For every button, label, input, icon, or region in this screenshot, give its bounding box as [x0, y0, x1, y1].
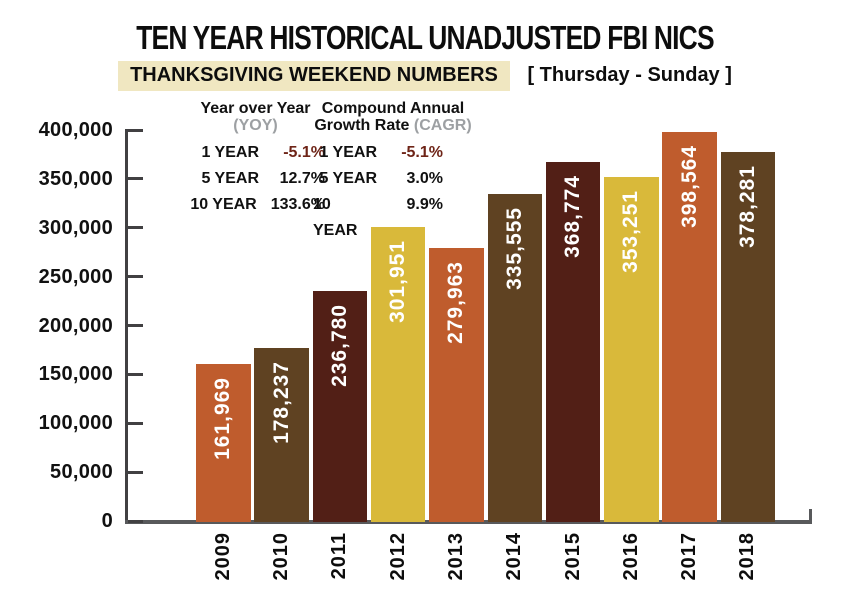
stat-row: 10 YEAR 9.9%	[313, 192, 443, 244]
bar-2012: 301,951	[370, 226, 426, 522]
x-label-text: 2011	[328, 532, 351, 580]
stat-row: 10 YEAR 133.6%	[178, 192, 325, 218]
stats-yoy-title: Year over Year (YOY)	[178, 100, 333, 134]
stats-cagr-rows: 1 YEAR -5.1% 5 YEAR 3.0% 10 YEAR 9.9%	[313, 140, 473, 244]
stats-cagr-title: Compound Annual Growth Rate (CAGR)	[313, 100, 473, 134]
x-label-2011: 2011	[313, 532, 368, 579]
bar-value-label: 353,251	[619, 189, 643, 273]
subtitle: THANKSGIVING WEEKEND NUMBERS [ Thursday …	[0, 61, 850, 91]
stat-row: 1 YEAR -5.1%	[313, 140, 443, 166]
x-label-2017: 2017	[662, 532, 717, 581]
stats-cagr-title-line1: Compound Annual	[321, 100, 465, 117]
y-tick	[128, 226, 143, 230]
y-tick-label: 400,000	[38, 119, 113, 141]
x-label-text: 2012	[386, 532, 409, 581]
stat-label: 5 YEAR	[319, 170, 377, 187]
stat-label: 5 YEAR	[201, 170, 259, 187]
y-tick	[128, 470, 143, 474]
chart-title: TEN YEAR HISTORICAL UNADJUSTED FBI NICS	[136, 19, 714, 56]
stat-label: 10 YEAR	[190, 196, 257, 213]
x-label-text: 2014	[503, 532, 526, 581]
bar-value-label: 368,774	[561, 174, 585, 258]
stat-row: 5 YEAR 12.7%	[178, 166, 325, 192]
y-tick-label: 300,000	[38, 216, 113, 239]
stats-cagr-abbr: (CAGR)	[413, 117, 472, 134]
x-label-2013: 2013	[429, 532, 484, 581]
y-tick	[128, 275, 143, 279]
y-tick-label: 0	[101, 510, 113, 532]
bar-value-label: 178,237	[269, 360, 293, 444]
stat-value: 133.6%	[270, 196, 325, 213]
bar-value-label: 279,963	[444, 261, 468, 345]
bar-2010: 178,237	[254, 347, 309, 522]
bar-value-label: 301,951	[386, 239, 410, 323]
x-label-text: 2010	[270, 532, 293, 581]
stat-label: 10 YEAR	[313, 196, 358, 239]
x-label-2015: 2015	[546, 532, 601, 581]
subtitle-date-range: [ Thursday - Sunday ]	[527, 64, 732, 86]
y-tick	[128, 372, 143, 376]
bar-2016: 353,251	[604, 176, 659, 522]
stat-label: 1 YEAR	[201, 144, 259, 161]
y-axis-line	[125, 129, 128, 524]
stat-row: 5 YEAR 3.0%	[313, 166, 443, 192]
y-tick-label: 50,000	[50, 461, 113, 484]
y-tick-label: 350,000	[38, 167, 113, 190]
stats-yoy-abbr: (YOY)	[233, 117, 278, 134]
stat-value: 9.9%	[406, 196, 443, 213]
stats-yoy-title-text: Year over Year	[200, 100, 311, 117]
y-tick	[128, 421, 143, 425]
bar-2009: 161,969	[196, 363, 251, 522]
bar-value-label: 378,281	[735, 165, 759, 249]
bar-2014: 335,555	[487, 193, 542, 522]
y-tick-label: 250,000	[38, 265, 113, 288]
bar-2013: 279,963	[429, 248, 484, 522]
x-label-2018: 2018	[721, 532, 776, 581]
stat-value: -5.1%	[283, 144, 325, 161]
y-tick-label: 150,000	[38, 363, 113, 386]
x-axis-end-tick	[809, 509, 812, 521]
stats-yoy-block: Year over Year (YOY) 1 YEAR -5.1% 5 YEAR 12…	[178, 100, 333, 218]
bar-2018: 378,281	[720, 152, 776, 522]
stat-value: -5.1%	[401, 144, 443, 161]
bar-value-label: 335,555	[502, 206, 526, 290]
x-label-2009: 2009	[196, 532, 251, 581]
x-label-text: 2013	[444, 532, 467, 581]
stat-value: 12.7%	[279, 170, 325, 187]
stat-row: 1 YEAR -5.1%	[178, 140, 325, 166]
bar-value-label: 236,780	[327, 303, 351, 387]
bar-2011: 236,780	[312, 290, 368, 522]
bar-2015: 368,774	[545, 161, 601, 522]
y-tick-label: 100,000	[38, 412, 113, 435]
bar-2017: 398,564	[662, 132, 717, 522]
y-tick	[128, 128, 143, 132]
x-label-text: 2009	[211, 532, 234, 581]
x-label-text: 2015	[561, 532, 584, 581]
x-label-text: 2018	[736, 532, 759, 581]
subtitle-highlight: THANKSGIVING WEEKEND NUMBERS	[118, 61, 510, 91]
stat-label: 1 YEAR	[319, 144, 377, 161]
x-label-2014: 2014	[488, 532, 543, 581]
y-tick	[128, 324, 143, 327]
stats-yoy-rows: 1 YEAR -5.1% 5 YEAR 12.7% 10 YEAR 133.6%	[178, 140, 333, 218]
bar-value-label: 398,564	[677, 145, 701, 229]
x-label-2012: 2012	[371, 532, 426, 581]
stats-cagr-block: Compound Annual Growth Rate (CAGR) 1 YEA…	[313, 100, 473, 244]
x-label-text: 2016	[619, 532, 642, 581]
stats-cagr-title-line2: Growth Rate	[314, 117, 410, 134]
x-axis-line	[125, 520, 812, 524]
bar-value-label: 161,969	[211, 376, 235, 460]
y-tick-label: 200,000	[38, 314, 113, 337]
x-label-2016: 2016	[604, 532, 659, 581]
x-label-2010: 2010	[254, 532, 309, 581]
y-tick	[128, 519, 143, 523]
y-tick	[128, 177, 143, 181]
stat-value: 3.0%	[406, 170, 443, 187]
x-label-text: 2017	[678, 532, 701, 581]
